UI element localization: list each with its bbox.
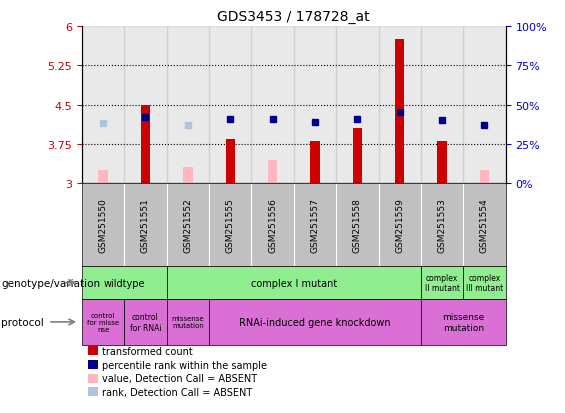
Text: GSM251551: GSM251551: [141, 198, 150, 252]
Text: GSM251550: GSM251550: [99, 198, 107, 252]
Bar: [437, 142, 447, 184]
Bar: [251, 27, 294, 184]
Bar: [421, 266, 463, 299]
Text: GSM251554: GSM251554: [480, 198, 489, 252]
Text: percentile rank within the sample: percentile rank within the sample: [102, 360, 267, 370]
Bar: [167, 27, 209, 184]
Text: control
for misse
nse: control for misse nse: [87, 312, 119, 332]
Bar: [167, 299, 209, 345]
Text: complex
III mutant: complex III mutant: [466, 273, 503, 292]
Text: GSM251557: GSM251557: [311, 198, 319, 252]
Text: GSM251553: GSM251553: [438, 198, 446, 252]
Bar: [88, 347, 98, 356]
Bar: [88, 360, 98, 369]
Text: wildtype: wildtype: [103, 278, 145, 288]
Text: missense
mutation: missense mutation: [442, 313, 484, 332]
Text: value, Detection Call = ABSENT: value, Detection Call = ABSENT: [102, 373, 257, 383]
Bar: [124, 299, 167, 345]
Text: complex
II mutant: complex II mutant: [425, 273, 459, 292]
Text: GSM251558: GSM251558: [353, 198, 362, 252]
Text: GSM251559: GSM251559: [396, 198, 404, 252]
Text: missense
mutation: missense mutation: [172, 316, 204, 329]
Bar: [209, 27, 251, 184]
Text: GSM251556: GSM251556: [268, 198, 277, 252]
Bar: [480, 171, 489, 184]
Text: rank, Detection Call = ABSENT: rank, Detection Call = ABSENT: [102, 387, 252, 397]
Bar: [336, 27, 379, 184]
Bar: [294, 27, 336, 184]
Bar: [209, 299, 421, 345]
Bar: [225, 139, 235, 184]
Text: control
for RNAi: control for RNAi: [130, 313, 161, 332]
Text: GSM251552: GSM251552: [184, 198, 192, 252]
Bar: [395, 40, 405, 184]
Bar: [124, 27, 167, 184]
Bar: [141, 105, 150, 184]
Bar: [310, 142, 320, 184]
Bar: [463, 266, 506, 299]
Text: genotype/variation: genotype/variation: [1, 278, 100, 288]
Text: transformed count: transformed count: [102, 346, 193, 356]
Text: protocol: protocol: [1, 317, 44, 327]
Text: GSM251555: GSM251555: [226, 198, 234, 252]
Bar: [82, 266, 167, 299]
Text: RNAi-induced gene knockdown: RNAi-induced gene knockdown: [239, 317, 391, 327]
Bar: [88, 387, 98, 396]
Bar: [82, 27, 124, 184]
Bar: [421, 27, 463, 184]
Bar: [98, 171, 108, 184]
Bar: [268, 160, 277, 184]
Bar: [421, 299, 506, 345]
Bar: [353, 129, 362, 184]
Bar: [167, 266, 421, 299]
Title: GDS3453 / 178728_at: GDS3453 / 178728_at: [218, 10, 370, 24]
Bar: [88, 374, 98, 383]
Bar: [463, 27, 506, 184]
Bar: [379, 27, 421, 184]
Bar: [183, 168, 193, 184]
Bar: [82, 299, 124, 345]
Text: complex I mutant: complex I mutant: [251, 278, 337, 288]
